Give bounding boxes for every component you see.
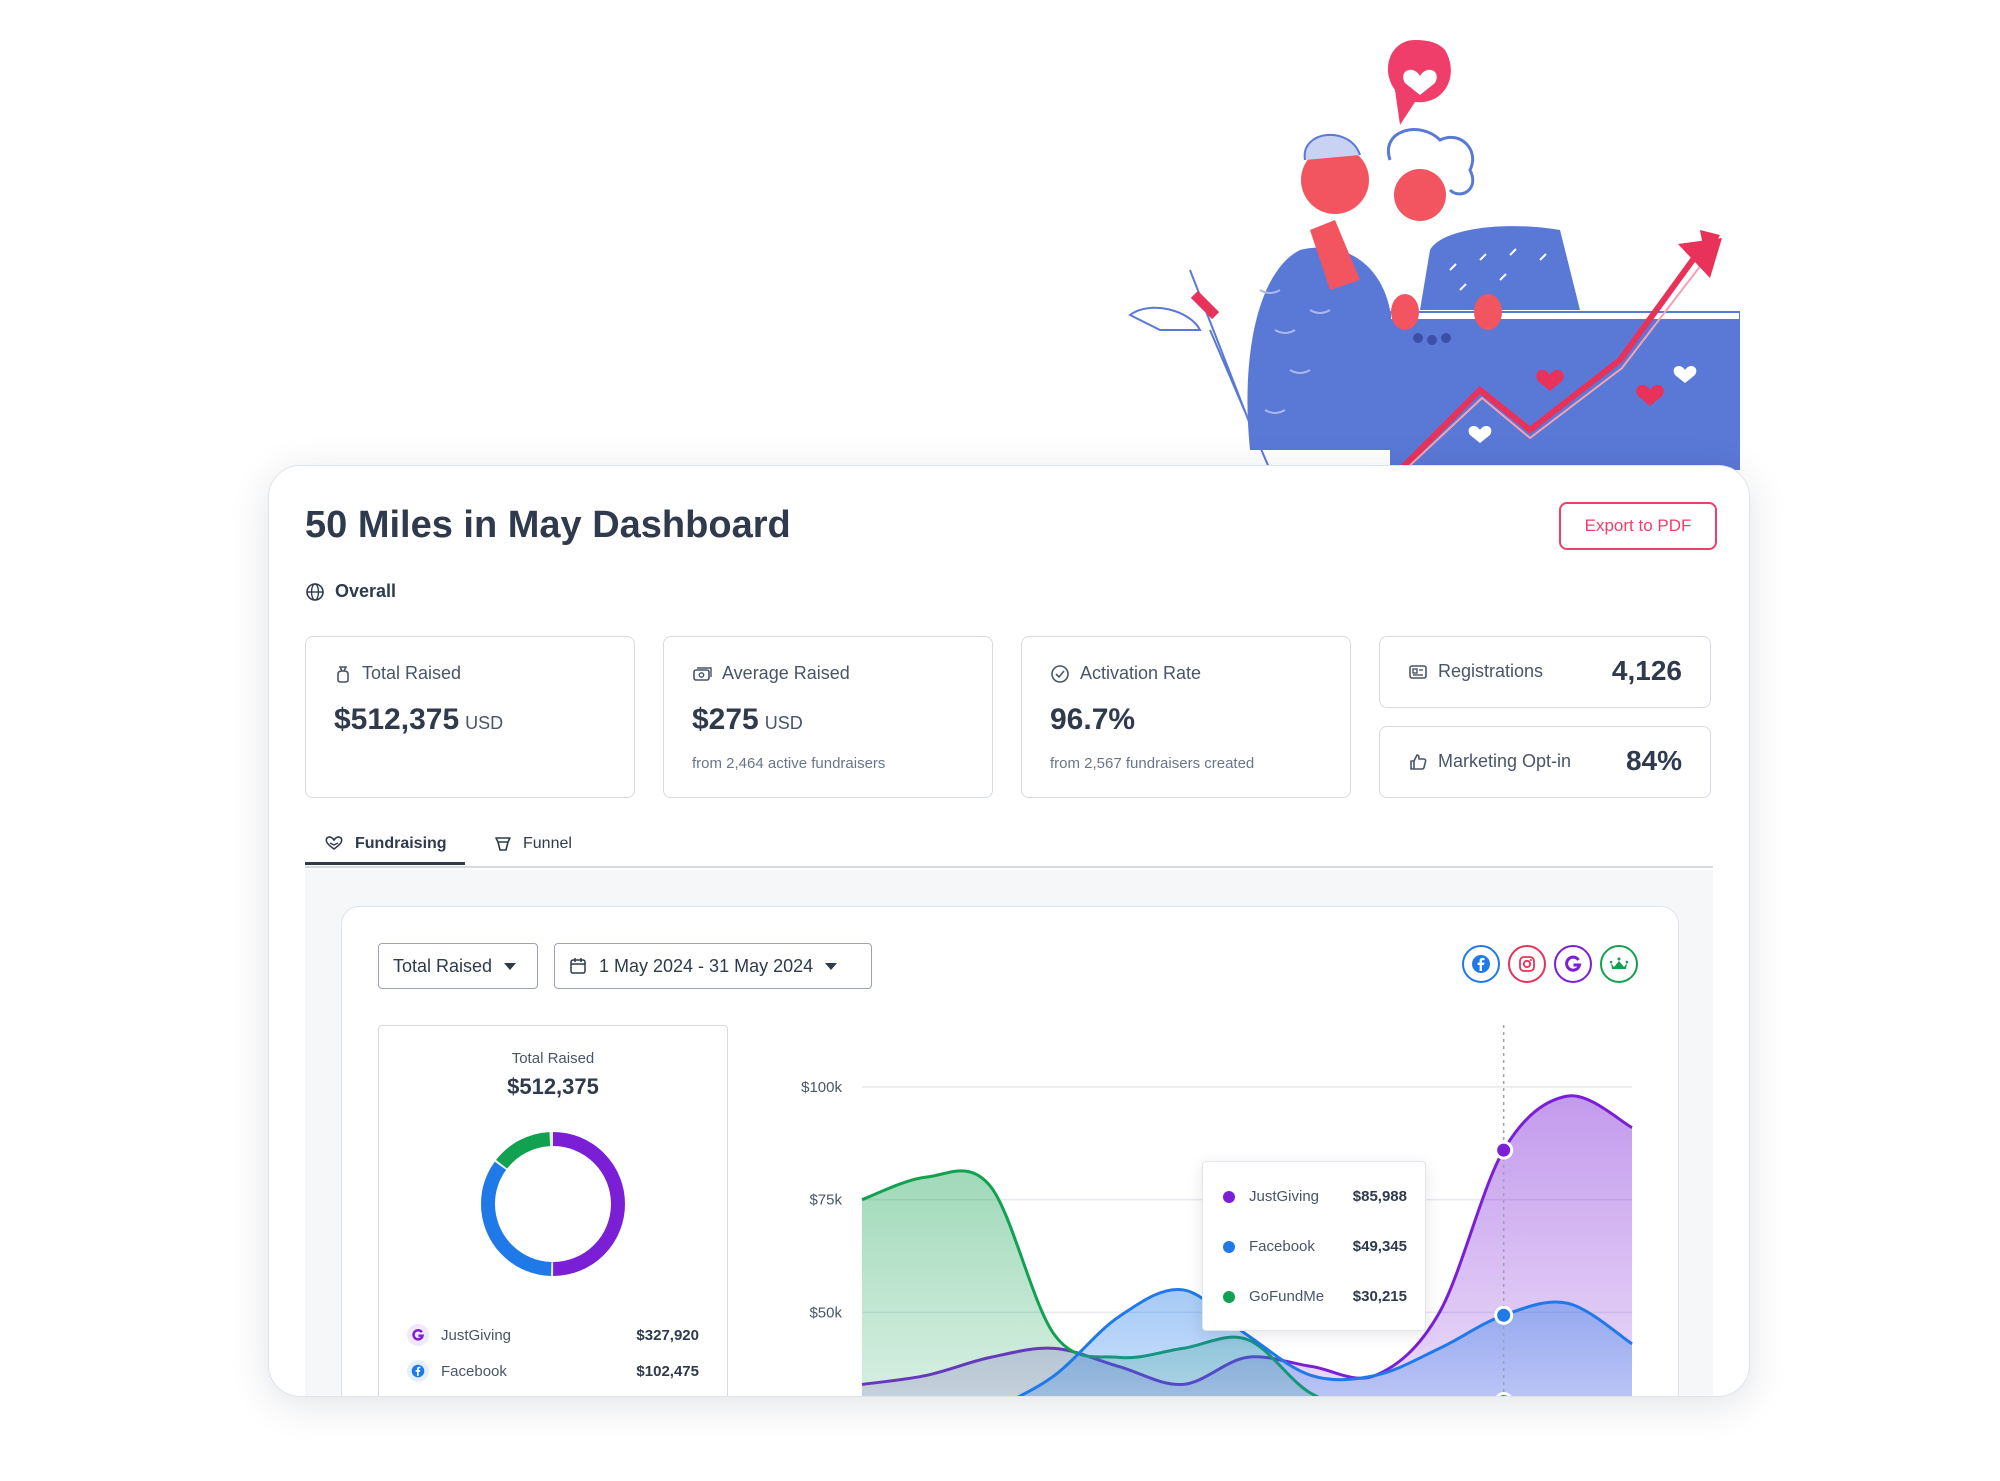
justgiving-filter-button[interactable]	[1600, 945, 1638, 983]
marketing-optin-label: Marketing Opt-in	[1438, 751, 1572, 771]
page-title: 50 Miles in May Dashboard	[305, 504, 791, 546]
id-card-icon	[1409, 664, 1427, 679]
average-raised-card: Average Raised $275 USD from 2,464 active…	[663, 636, 993, 798]
legend-swatch	[1223, 1240, 1235, 1253]
total-raised-label: Total Raised	[362, 663, 462, 683]
tab-fundraising-label: Fundraising	[355, 835, 447, 852]
tooltip-series-value: $85,988	[1352, 1188, 1407, 1205]
donut-segment-facebook	[481, 1132, 625, 1276]
metric-select[interactable]: Total Raised	[378, 943, 538, 989]
date-range-value: 1 May 2024 - 31 May 2024	[599, 955, 814, 976]
tooltip-series-name: GoFundMe	[1249, 1288, 1325, 1305]
gofundme-g-icon	[1565, 955, 1582, 972]
gofundme-g-icon	[407, 1324, 429, 1346]
legend-swatch	[1223, 1190, 1235, 1203]
activation-rate-value: 96.7%	[1050, 703, 1136, 736]
activation-rate-card: Activation Rate 96.7% from 2,567 fundrai…	[1021, 636, 1351, 798]
tab-bar: Fundraising Funnel	[305, 826, 1713, 868]
chevron-down-icon	[825, 962, 838, 970]
heart-hand-icon	[325, 836, 343, 850]
gofundme-filter-button[interactable]	[1554, 945, 1592, 983]
metric-select-value: Total Raised	[393, 955, 493, 976]
series-area-justgiving	[862, 1095, 1632, 1396]
fundraising-area-chart: $25k$50k$75k$100k	[801, 1025, 1633, 1397]
active-tab-indicator	[305, 862, 465, 865]
celebration-illustration	[1128, 40, 1740, 470]
legend-swatch	[1223, 1290, 1235, 1303]
donut-legend-name: JustGiving	[441, 1326, 512, 1344]
donut-total: $512,375	[507, 1074, 599, 1099]
chevron-down-icon	[504, 962, 517, 970]
fundraising-panel: Total Raised 1 May 2024 - 31 May 2024	[341, 906, 1679, 1397]
funnel-icon	[495, 837, 511, 851]
dashboard-card: 50 Miles in May Dashboard Export to PDF …	[268, 465, 1750, 1397]
tab-funnel-label: Funnel	[523, 835, 572, 852]
tooltip-row: GoFundMe $30,215	[1223, 1288, 1407, 1305]
donut-segment-justgiving	[481, 1132, 625, 1276]
donut-legend-row: JustGiving $327,920	[407, 1324, 699, 1346]
donut-legend-row: Facebook $102,475	[407, 1360, 699, 1382]
justgiving-crown-icon	[1609, 957, 1629, 969]
marketing-optin-card: Marketing Opt-in 84%	[1379, 726, 1711, 798]
total-raised-card: Total Raised $512,375 USD	[305, 636, 635, 798]
registrations-card: Registrations 4,126	[1379, 636, 1711, 708]
total-raised-value: $512,375	[334, 703, 460, 736]
tab-fundraising[interactable]: Fundraising	[323, 826, 447, 862]
average-raised-unit: USD	[764, 713, 803, 733]
total-raised-unit: USD	[465, 713, 504, 733]
instagram-icon	[1519, 956, 1535, 972]
series-area-gofundme	[862, 1170, 1317, 1396]
cash-icon	[693, 666, 712, 681]
average-raised-label: Average Raised	[722, 663, 850, 683]
tooltip-row: Facebook $49,345	[1223, 1238, 1407, 1255]
average-raised-value: $275	[692, 703, 759, 736]
calendar-icon	[570, 958, 586, 974]
donut-legend-name: Facebook	[441, 1362, 507, 1380]
data-point-marker[interactable]	[1494, 1140, 1514, 1160]
tooltip-series-name: Facebook	[1249, 1238, 1315, 1255]
tooltip-series-value: $49,345	[1352, 1238, 1407, 1255]
donut-chart	[481, 1132, 625, 1276]
activation-rate-subtext: from 2,567 fundraisers created	[1050, 755, 1255, 772]
registrations-label: Registrations	[1438, 661, 1544, 681]
globe-icon	[306, 582, 324, 601]
y-tick-label: $100k	[801, 1079, 842, 1096]
check-circle-icon	[1051, 664, 1069, 683]
tooltip-row: JustGiving $85,988	[1223, 1188, 1407, 1205]
tooltip-series-value: $30,215	[1352, 1288, 1407, 1305]
average-raised-subtext: from 2,464 active fundraisers	[692, 755, 886, 772]
tooltip-series-name: JustGiving	[1249, 1188, 1320, 1205]
facebook-icon	[1472, 955, 1490, 973]
date-range-select[interactable]: 1 May 2024 - 31 May 2024	[554, 943, 872, 989]
scope-label: Overall	[335, 581, 397, 601]
chart-tooltip: JustGiving $85,988 Facebook $49,345 GoFu…	[1202, 1161, 1426, 1331]
instagram-filter-button[interactable]	[1508, 945, 1546, 983]
registrations-value: 4,126	[1611, 655, 1682, 686]
thumbs-up-icon	[1410, 753, 1427, 770]
donut-label: Total Raised	[511, 1050, 595, 1067]
donut-card: Total Raised $512,375 JustGiving $327,92…	[378, 1025, 728, 1396]
facebook-filter-button[interactable]	[1462, 945, 1500, 983]
facebook-icon	[407, 1360, 429, 1382]
donut-legend-amount: $102,475	[636, 1362, 699, 1380]
export-pdf-button[interactable]: Export to PDF	[1559, 502, 1717, 550]
tab-content-area: Total Raised 1 May 2024 - 31 May 2024	[305, 870, 1713, 1397]
tab-funnel[interactable]: Funnel	[493, 826, 572, 862]
data-point-marker[interactable]	[1494, 1305, 1514, 1325]
marketing-optin-value: 84%	[1625, 745, 1682, 776]
scope-selector[interactable]: Overall	[305, 581, 396, 602]
money-bag-icon	[337, 665, 349, 683]
y-tick-label: $75k	[809, 1192, 842, 1209]
data-point-marker[interactable]	[1495, 1392, 1512, 1397]
activation-rate-label: Activation Rate	[1080, 663, 1202, 683]
y-tick-label: $50k	[809, 1304, 842, 1321]
donut-legend-amount: $327,920	[636, 1326, 699, 1344]
series-area-facebook	[1020, 1289, 1632, 1396]
